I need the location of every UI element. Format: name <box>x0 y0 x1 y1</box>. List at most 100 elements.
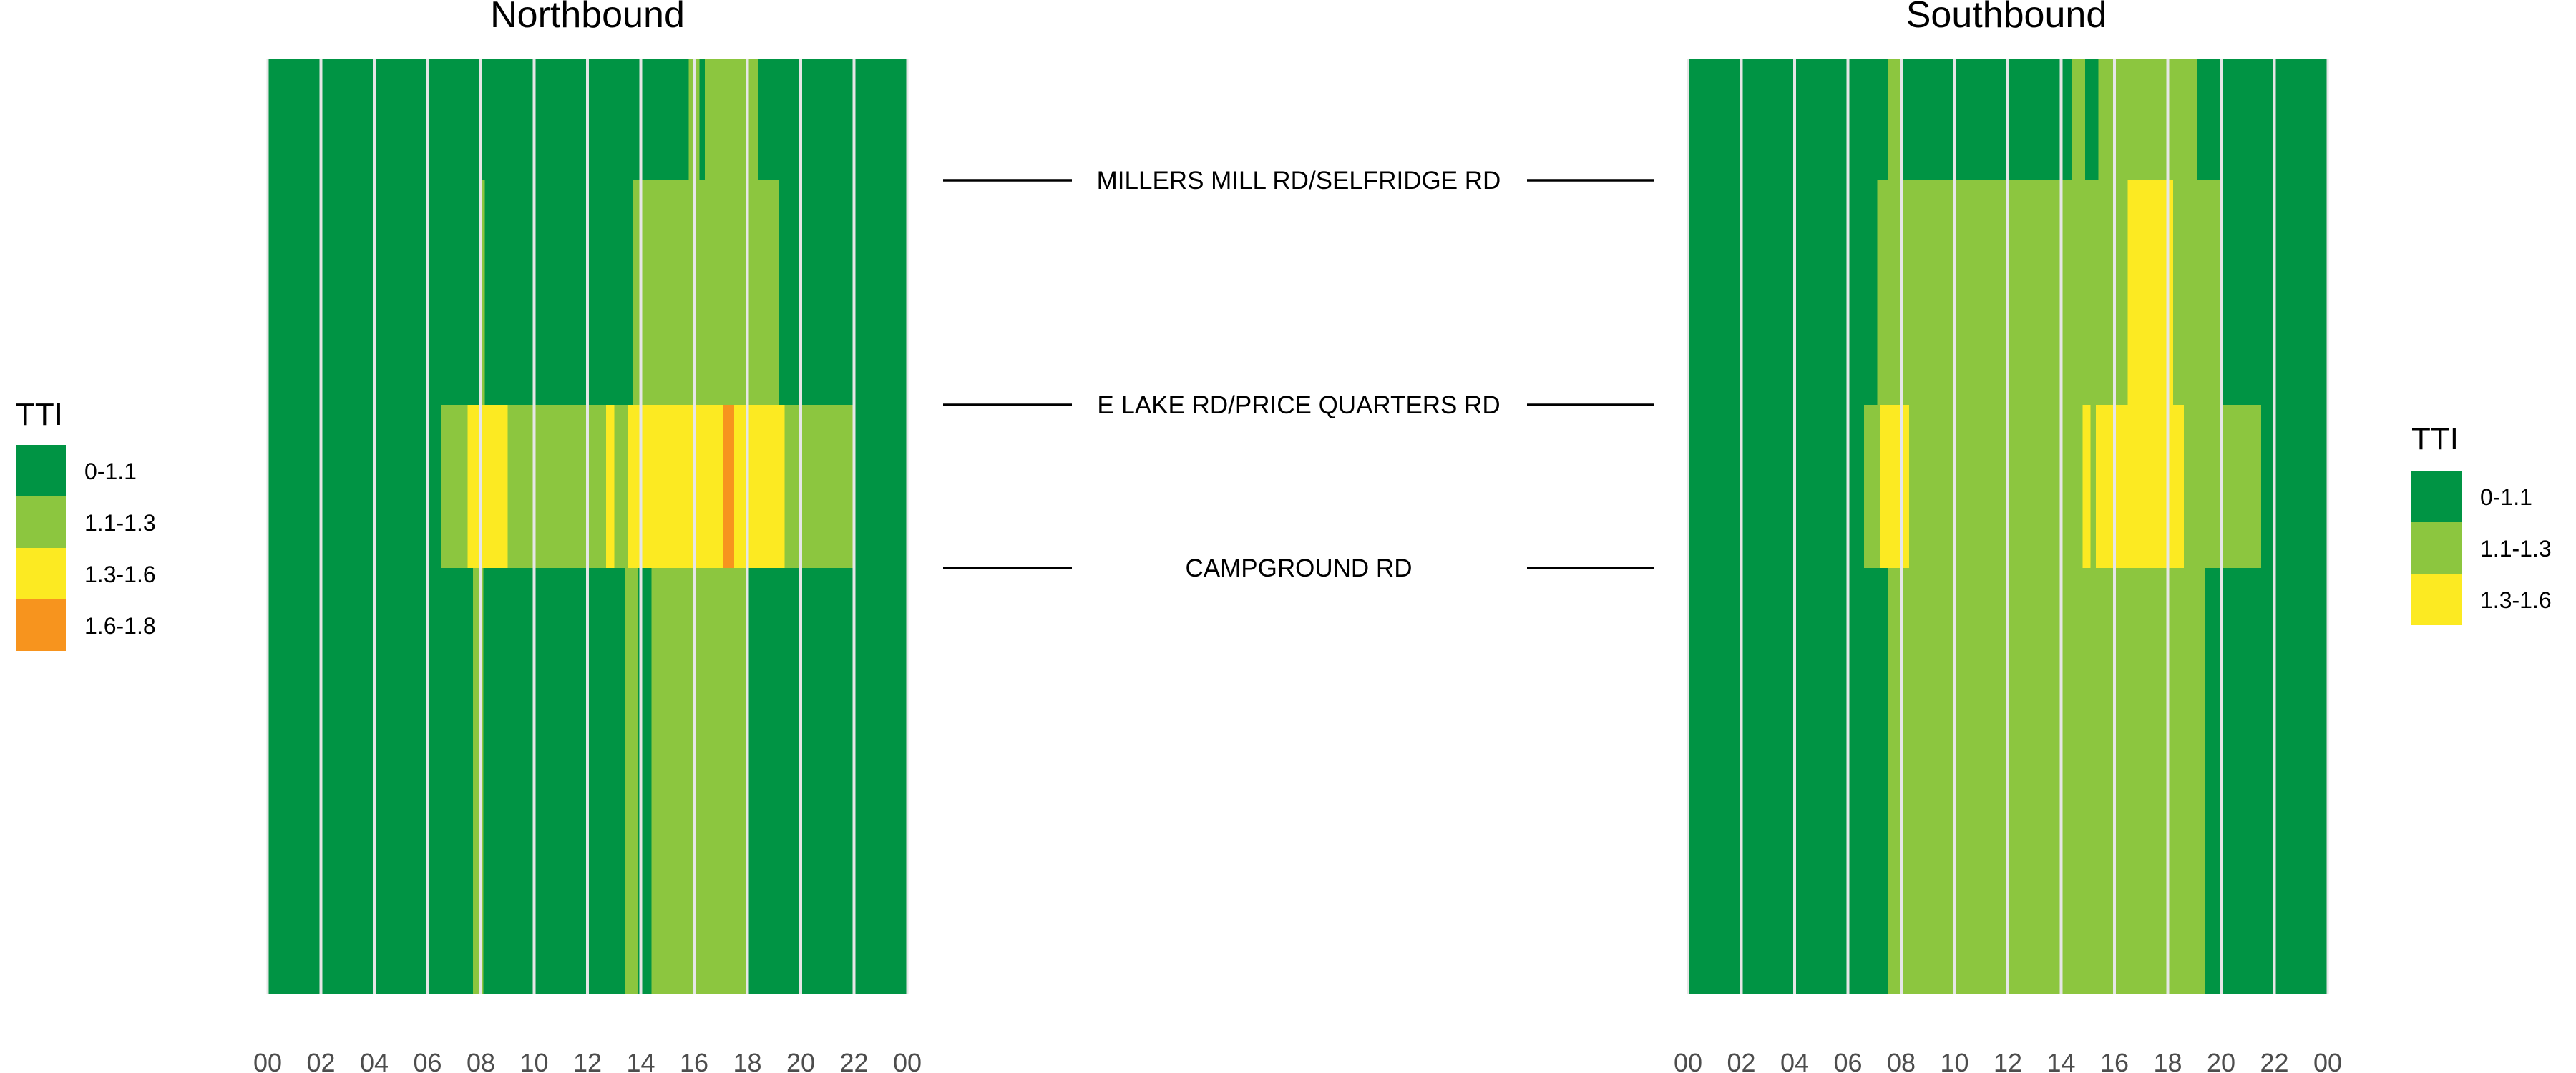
southbound-cell-seg1-0 <box>1688 180 1878 405</box>
northbound-cell-seg0-4 <box>758 59 907 180</box>
legend-left-label-2: 1.3-1.6 <box>84 562 156 587</box>
southbound-panel: Southbound 00 02 04 06 08 10 12 14 16 18 20 22 00 <box>1674 0 2342 1073</box>
northbound-cell-seg3-5 <box>651 568 748 994</box>
panel-title-southbound: Southbound <box>1906 0 2107 36</box>
northbound-x-tick-label: 04 <box>360 1048 389 1073</box>
northbound-x-tick-label: 02 <box>306 1048 335 1073</box>
southbound-cell-seg1-2 <box>2127 180 2173 405</box>
southbound-x-tick-label: 22 <box>2260 1048 2288 1073</box>
southbound-cell-seg3-0 <box>1688 568 1888 994</box>
road-e-lake: E LAKE RD/PRICE QUARTERS RD <box>943 391 1654 419</box>
southbound-cell-seg2-6 <box>2095 405 2184 568</box>
legend-left-label-3: 1.6-1.8 <box>84 613 156 639</box>
northbound-panel: Northbound 00 02 04 06 08 10 12 14 16 18 20 22 00 <box>253 0 922 1073</box>
legend-right-swatch-1 <box>2411 522 2462 574</box>
northbound-cell-seg2-10 <box>854 405 907 568</box>
northbound-x-tick-label: 00 <box>893 1048 922 1073</box>
legend-right-swatch-2 <box>2411 574 2462 625</box>
legend-left-swatch-2 <box>16 548 66 599</box>
southbound-x-tick-label: 14 <box>2046 1048 2075 1073</box>
legend-left-label-1: 1.1-1.3 <box>84 510 156 536</box>
northbound-cell-seg2-0 <box>268 405 441 568</box>
northbound-cell-seg2-7 <box>723 405 734 568</box>
southbound-cell-seg0-3 <box>2072 59 2086 180</box>
southbound-cell-seg3-2 <box>2205 568 2328 994</box>
southbound-cell-seg2-3 <box>1909 405 2083 568</box>
northbound-x-tick-label: 20 <box>786 1048 815 1073</box>
northbound-x-tick-label: 06 <box>413 1048 441 1073</box>
road-labels: MILLERS MILL RD/SELFRIDGE RD E LAKE RD/P… <box>943 167 1654 582</box>
southbound-cell-seg2-8 <box>2260 405 2328 568</box>
northbound-x-axis-ticks: 00 02 04 06 08 10 12 14 16 18 20 22 00 <box>253 1048 922 1073</box>
legend-title: TTI <box>16 397 63 432</box>
northbound-cell-seg0-0 <box>268 59 689 180</box>
northbound-cell-seg1-2 <box>484 180 633 405</box>
northbound-cell-seg3-2 <box>483 568 625 994</box>
southbound-cell-seg0-4 <box>2085 59 2099 180</box>
southbound-x-axis-ticks: 00 02 04 06 08 10 12 14 16 18 20 22 00 <box>1674 1048 2342 1073</box>
northbound-cell-seg1-1 <box>481 180 485 405</box>
northbound-x-tick-label: 00 <box>253 1048 282 1073</box>
southbound-heatmap-cells <box>1688 59 2328 994</box>
southbound-cell-seg2-4 <box>2082 405 2091 568</box>
northbound-cell-seg2-3 <box>507 405 607 568</box>
legend-left-swatch-3 <box>16 599 66 651</box>
southbound-cell-seg3-1 <box>1888 568 2205 994</box>
southbound-cell-seg2-1 <box>1863 405 1880 568</box>
northbound-x-tick-label: 22 <box>839 1048 868 1073</box>
southbound-cell-seg0-6 <box>2197 59 2328 180</box>
southbound-cell-seg0-0 <box>1688 59 1888 180</box>
road-label: E LAKE RD/PRICE QUARTERS RD <box>1097 391 1500 419</box>
northbound-x-tick-label: 08 <box>467 1048 495 1073</box>
northbound-x-tick-label: 12 <box>573 1048 602 1073</box>
legend-right-label-1: 1.1-1.3 <box>2480 536 2552 562</box>
legend-right-swatch-0 <box>2411 471 2462 522</box>
northbound-cell-seg2-8 <box>733 405 785 568</box>
road-label: MILLERS MILL RD/SELFRIDGE RD <box>1097 167 1501 195</box>
southbound-x-tick-label: 10 <box>1940 1048 1968 1073</box>
southbound-cell-seg2-2 <box>1880 405 1910 568</box>
northbound-cell-seg0-3 <box>704 59 758 180</box>
southbound-hour-gridlines <box>1687 59 2329 994</box>
northbound-cell-seg3-6 <box>747 568 907 994</box>
northbound-x-tick-label: 14 <box>626 1048 655 1073</box>
southbound-x-tick-label: 02 <box>1727 1048 1755 1073</box>
northbound-cell-seg3-3 <box>625 568 638 994</box>
southbound-x-tick-label: 04 <box>1780 1048 1809 1073</box>
northbound-cell-seg2-1 <box>441 405 468 568</box>
road-label: CAMPGROUND RD <box>1186 554 1413 582</box>
legend-left-swatch-1 <box>16 496 66 548</box>
northbound-cell-seg1-3 <box>633 180 780 405</box>
panel-title-northbound: Northbound <box>490 0 685 36</box>
northbound-cell-seg3-0 <box>268 568 473 994</box>
northbound-cell-seg2-2 <box>467 405 508 568</box>
legend-left-label-0: 0-1.1 <box>84 459 137 484</box>
southbound-cell-seg1-1 <box>1877 180 2128 405</box>
legend-right-label-0: 0-1.1 <box>2480 484 2532 510</box>
southbound-x-tick-label: 12 <box>1994 1048 2022 1073</box>
southbound-x-tick-label: 18 <box>2153 1048 2182 1073</box>
northbound-cell-seg2-9 <box>784 405 854 568</box>
southbound-x-tick-label: 20 <box>2207 1048 2235 1073</box>
legend-right-label-2: 1.3-1.6 <box>2480 587 2552 613</box>
legend-left-swatch-0 <box>16 445 66 496</box>
southbound-x-tick-label: 16 <box>2100 1048 2129 1073</box>
northbound-cell-seg2-4 <box>606 405 615 568</box>
northbound-x-tick-label: 16 <box>680 1048 708 1073</box>
northbound-x-tick-label: 18 <box>733 1048 761 1073</box>
northbound-cell-seg2-6 <box>627 405 723 568</box>
southbound-cell-seg2-0 <box>1688 405 1864 568</box>
legend-right: TTI 0-1.1 1.1-1.3 1.3-1.6 <box>2411 421 2552 625</box>
southbound-x-tick-label: 00 <box>1674 1048 1702 1073</box>
southbound-x-tick-label: 00 <box>2313 1048 2342 1073</box>
road-millers-mill: MILLERS MILL RD/SELFRIDGE RD <box>943 167 1654 195</box>
legend-title: TTI <box>2411 421 2459 456</box>
southbound-x-tick-label: 08 <box>1887 1048 1916 1073</box>
road-campground: CAMPGROUND RD <box>943 554 1654 582</box>
southbound-cell-seg2-5 <box>2090 405 2096 568</box>
southbound-x-tick-label: 06 <box>1833 1048 1862 1073</box>
southbound-cell-seg0-2 <box>1901 59 2072 180</box>
southbound-cell-seg1-3 <box>2172 180 2221 405</box>
northbound-x-tick-label: 10 <box>519 1048 548 1073</box>
